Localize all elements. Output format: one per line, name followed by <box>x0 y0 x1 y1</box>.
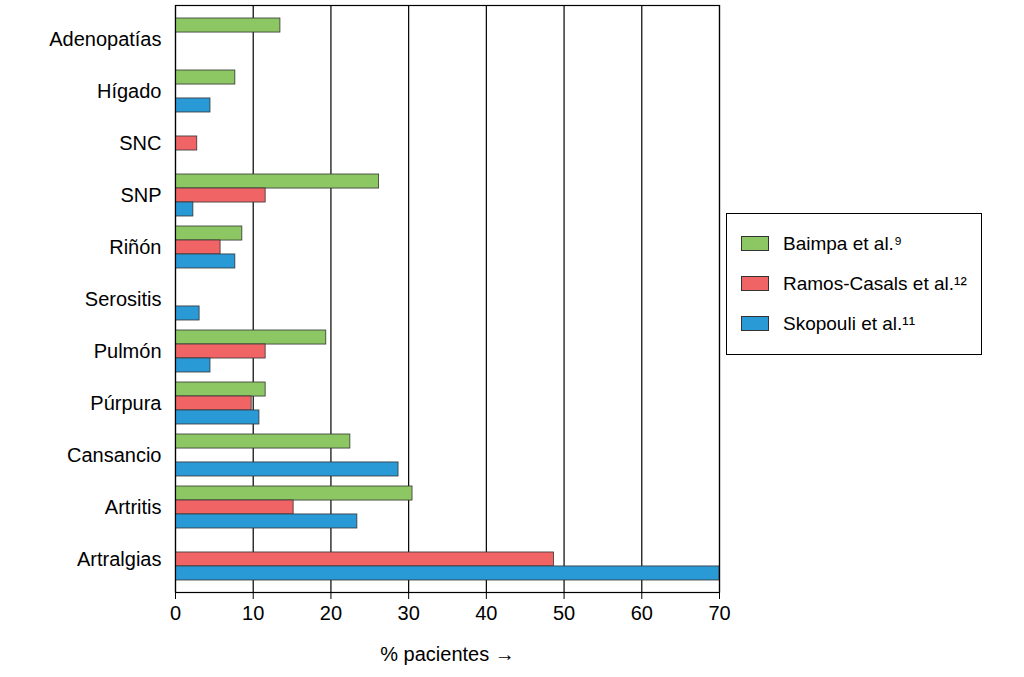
html-text:Skopouli et al.¹¹: Skopouli et al.¹¹ <box>783 312 915 334</box>
svg-text:Serositis: Serositis <box>85 288 162 310</box>
svg-text:50: 50 <box>553 602 575 624</box>
svg-text:60: 60 <box>631 602 653 624</box>
svg-text:20: 20 <box>320 602 342 624</box>
svg-text:Artritis: Artritis <box>105 496 162 518</box>
svg-text:Cansancio: Cansancio <box>67 444 162 466</box>
svg-text:10: 10 <box>242 602 264 624</box>
svg-text:Púrpura: Púrpura <box>90 392 162 414</box>
svg-text:70: 70 <box>708 602 730 624</box>
svg-text:0: 0 <box>170 602 181 624</box>
html-text:Ramos-Casals et al.¹²: Ramos-Casals et al.¹² <box>783 272 967 294</box>
svg-text:30: 30 <box>398 602 420 624</box>
svg-text:Riñón: Riñón <box>109 236 161 258</box>
html-text:Baimpa et al.⁹: Baimpa et al.⁹ <box>783 232 902 254</box>
svg-text:Artralgias: Artralgias <box>77 548 161 570</box>
svg-text:40: 40 <box>475 602 497 624</box>
svg-text:Hígado: Hígado <box>97 80 162 102</box>
svg-text:SNP: SNP <box>120 184 161 206</box>
svg-text:Pulmón: Pulmón <box>94 340 162 362</box>
svg-text:Adenopatías: Adenopatías <box>49 28 161 50</box>
svg-text:SNC: SNC <box>119 132 161 154</box>
svg-text:% pacientes →: % pacientes → <box>380 643 515 665</box>
